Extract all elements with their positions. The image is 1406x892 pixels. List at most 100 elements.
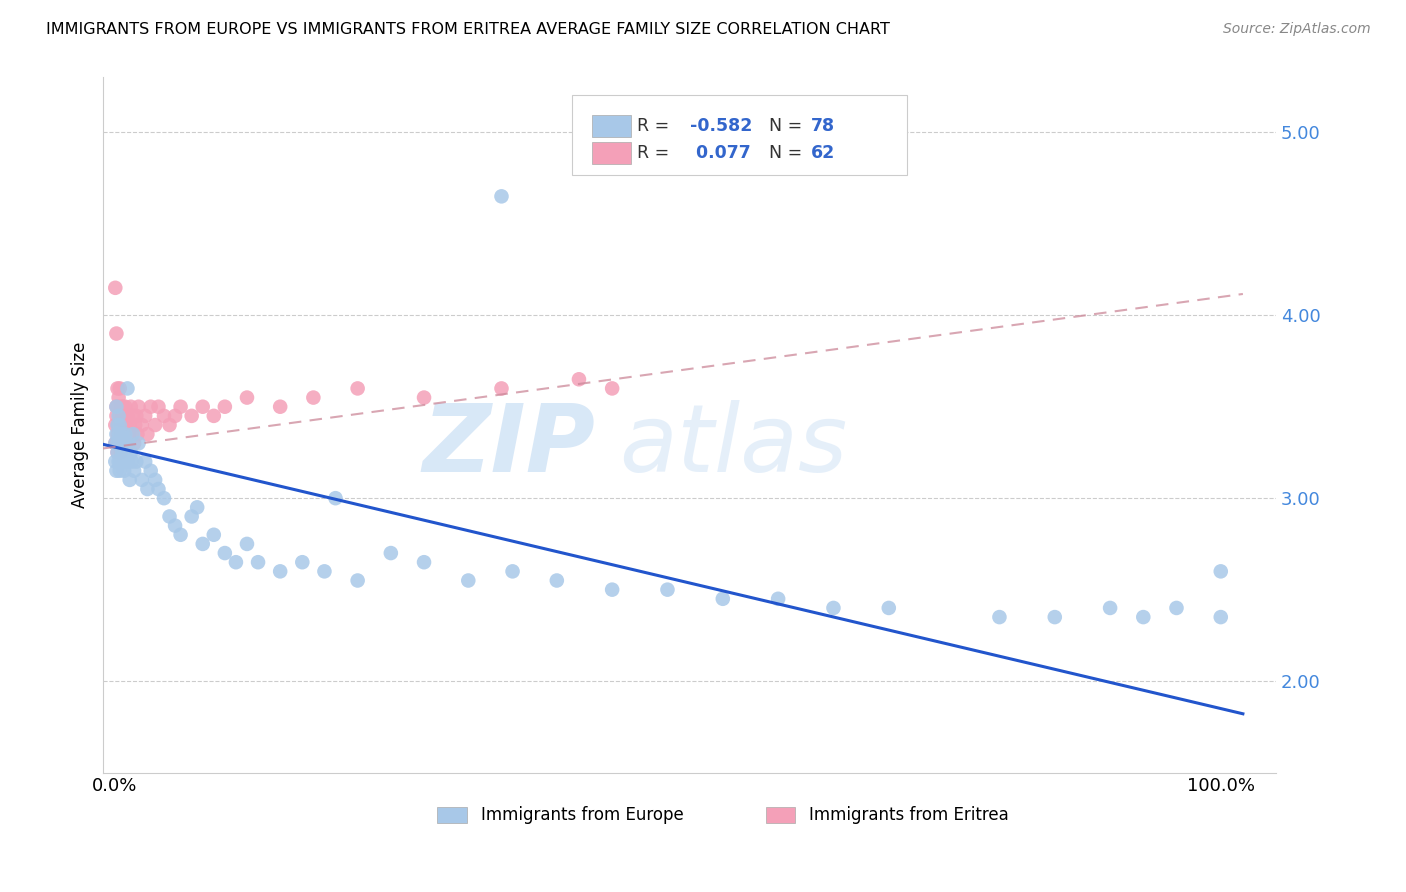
Point: [104, 436, 127, 450]
FancyBboxPatch shape: [592, 142, 631, 164]
Text: Immigrants from Europe: Immigrants from Europe: [481, 806, 683, 824]
Point: [180, 409, 202, 423]
Point: [105, 326, 128, 341]
Point: [766, 591, 789, 606]
Point: [236, 537, 259, 551]
Point: [107, 400, 129, 414]
FancyBboxPatch shape: [572, 95, 907, 175]
Point: [120, 400, 142, 414]
Point: [225, 555, 247, 569]
Point: [127, 427, 149, 442]
Point: [108, 436, 131, 450]
Text: 78: 78: [810, 117, 835, 135]
Point: [111, 427, 134, 442]
Point: [128, 400, 150, 414]
Point: [191, 537, 214, 551]
FancyBboxPatch shape: [437, 807, 467, 822]
Point: [108, 381, 131, 395]
Point: [269, 565, 291, 579]
Point: [108, 417, 131, 432]
Point: [104, 281, 127, 295]
Point: [121, 454, 143, 468]
Point: [153, 491, 176, 506]
Point: [112, 417, 135, 432]
Point: [134, 409, 156, 423]
Point: [112, 454, 135, 468]
Point: [105, 427, 128, 442]
Point: [139, 400, 162, 414]
Point: [202, 528, 225, 542]
Point: [105, 409, 128, 423]
Point: [291, 555, 314, 569]
Point: [143, 417, 166, 432]
Point: [202, 409, 225, 423]
Text: R =: R =: [637, 144, 675, 162]
Point: [110, 454, 132, 468]
Point: [115, 445, 138, 459]
Point: [114, 427, 136, 442]
Point: [105, 400, 128, 414]
Point: [1209, 565, 1232, 579]
Point: [112, 409, 135, 423]
Text: R =: R =: [637, 117, 675, 135]
Point: [600, 582, 623, 597]
Point: [107, 427, 129, 442]
Point: [112, 400, 135, 414]
Point: [118, 417, 141, 432]
Point: [124, 417, 146, 432]
Point: [314, 565, 336, 579]
Point: [169, 400, 191, 414]
FancyBboxPatch shape: [592, 115, 631, 137]
Point: [1043, 610, 1066, 624]
Point: [153, 409, 176, 423]
Point: [159, 417, 181, 432]
Point: [568, 372, 591, 386]
Point: [122, 409, 145, 423]
Point: [1166, 601, 1188, 615]
Point: [413, 391, 436, 405]
Point: [107, 436, 129, 450]
Point: [180, 509, 202, 524]
Point: [107, 391, 129, 405]
Point: [136, 482, 159, 496]
Point: [108, 409, 131, 423]
Point: [165, 409, 187, 423]
Text: -0.582: -0.582: [689, 117, 752, 135]
Text: N =: N =: [769, 144, 808, 162]
Point: [191, 400, 214, 414]
Point: [143, 473, 166, 487]
Point: [159, 509, 181, 524]
Point: [131, 473, 153, 487]
Point: [114, 454, 136, 468]
Point: [107, 445, 129, 459]
Point: [148, 400, 170, 414]
Text: Immigrants from Eritrea: Immigrants from Eritrea: [810, 806, 1010, 824]
Point: [491, 189, 513, 203]
Point: [131, 417, 153, 432]
Point: [325, 491, 347, 506]
Point: [112, 427, 135, 442]
Point: [711, 591, 734, 606]
Point: [457, 574, 479, 588]
Point: [107, 409, 129, 423]
Point: [120, 445, 142, 459]
Point: [125, 454, 148, 468]
Point: [988, 610, 1011, 624]
Point: [186, 500, 208, 515]
Point: [111, 427, 134, 442]
Point: [107, 417, 129, 432]
Point: [502, 565, 524, 579]
Point: [107, 436, 129, 450]
Point: [115, 436, 138, 450]
Point: [107, 445, 129, 459]
Point: [112, 464, 135, 478]
Text: N =: N =: [769, 117, 808, 135]
Point: [1132, 610, 1154, 624]
Point: [169, 528, 191, 542]
Point: [136, 427, 159, 442]
Point: [122, 427, 145, 442]
Point: [1099, 601, 1122, 615]
Point: [139, 464, 162, 478]
FancyBboxPatch shape: [766, 807, 796, 822]
Point: [214, 400, 236, 414]
